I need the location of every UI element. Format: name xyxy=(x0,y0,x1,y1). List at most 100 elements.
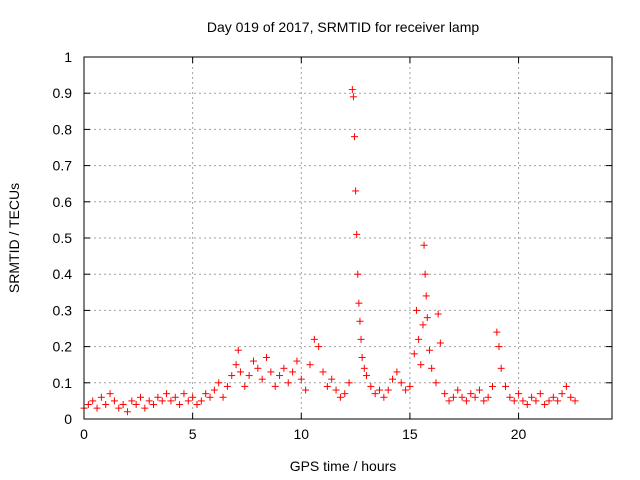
data-point xyxy=(432,379,440,387)
data-point xyxy=(357,335,365,343)
data-point xyxy=(210,386,218,394)
data-point xyxy=(315,343,323,351)
data-point xyxy=(141,404,149,412)
data-point xyxy=(110,397,118,405)
data-point xyxy=(132,401,140,409)
y-tick-label: 0.5 xyxy=(53,230,73,246)
data-point xyxy=(267,368,275,376)
x-tick-label: 15 xyxy=(402,426,418,442)
x-tick-label: 0 xyxy=(80,426,88,442)
data-point xyxy=(323,382,331,390)
data-point xyxy=(425,346,433,354)
data-point xyxy=(449,393,457,401)
data-point xyxy=(106,390,114,398)
x-tick-label: 10 xyxy=(293,426,309,442)
data-point xyxy=(89,397,97,405)
x-tick-label: 20 xyxy=(511,426,527,442)
data-point xyxy=(567,393,575,401)
data-point xyxy=(197,397,205,405)
data-point xyxy=(176,401,184,409)
data-point xyxy=(352,187,360,195)
data-point xyxy=(163,390,171,398)
data-point xyxy=(354,270,362,278)
x-axis-label: GPS time / hours xyxy=(290,458,397,474)
data-point xyxy=(193,401,201,409)
data-point xyxy=(123,408,131,416)
y-tick-label: 0.3 xyxy=(53,302,73,318)
data-point xyxy=(353,230,361,238)
chart-title: Day 019 of 2017, SRMTID for receiver lam… xyxy=(207,19,480,35)
data-point xyxy=(348,86,356,94)
data-point xyxy=(519,397,527,405)
data-point xyxy=(421,270,429,278)
data-point xyxy=(536,390,544,398)
data-point xyxy=(471,393,479,401)
data-point xyxy=(355,299,363,307)
data-point xyxy=(297,375,305,383)
data-point xyxy=(249,357,257,365)
data-point xyxy=(423,314,431,322)
data-point xyxy=(541,401,549,409)
y-tick-label: 0.4 xyxy=(53,266,73,282)
data-point xyxy=(180,390,188,398)
data-point xyxy=(328,375,336,383)
data-point xyxy=(510,397,518,405)
data-point xyxy=(497,364,505,372)
data-point xyxy=(232,361,240,369)
data-point xyxy=(271,382,279,390)
y-tick-label: 0.9 xyxy=(53,85,73,101)
data-point xyxy=(202,390,210,398)
data-point xyxy=(458,393,466,401)
data-point xyxy=(310,335,318,343)
data-point xyxy=(171,393,179,401)
data-point xyxy=(454,386,462,394)
data-point xyxy=(115,404,123,412)
data-point xyxy=(571,397,579,405)
data-point xyxy=(189,393,197,401)
data-point xyxy=(215,379,223,387)
data-point xyxy=(412,306,420,314)
data-point xyxy=(445,397,453,405)
data-point xyxy=(360,364,368,372)
data-point xyxy=(417,361,425,369)
data-point xyxy=(419,321,427,329)
y-tick-label: 0.2 xyxy=(53,339,73,355)
x-tick-label: 5 xyxy=(189,426,197,442)
data-point xyxy=(562,382,570,390)
data-point xyxy=(319,368,327,376)
y-tick-label: 1 xyxy=(64,49,72,65)
data-point xyxy=(345,379,353,387)
data-point xyxy=(206,393,214,401)
data-point xyxy=(276,372,284,380)
data-point xyxy=(397,379,405,387)
data-point xyxy=(167,397,175,405)
data-point xyxy=(380,393,388,401)
data-point xyxy=(336,393,344,401)
data-point xyxy=(293,357,301,365)
data-point xyxy=(184,397,192,405)
data-point xyxy=(384,386,392,394)
data-point xyxy=(545,397,553,405)
data-point xyxy=(480,397,488,405)
data-point xyxy=(558,390,566,398)
data-point xyxy=(356,317,364,325)
data-point xyxy=(289,368,297,376)
data-point xyxy=(254,364,262,372)
data-point xyxy=(236,368,244,376)
data-points xyxy=(80,86,579,416)
data-point xyxy=(410,350,418,358)
axis-ticks: 0 5 10 15 20 0 0.1 0.2 0.3 0.4 0.5 0.6 0.7 0.8 0.9 1 xyxy=(53,49,612,442)
data-point xyxy=(84,401,92,409)
data-point xyxy=(284,379,292,387)
data-point xyxy=(402,386,410,394)
data-point xyxy=(376,386,384,394)
data-point xyxy=(488,382,496,390)
data-point xyxy=(223,382,231,390)
data-point xyxy=(302,386,310,394)
data-point xyxy=(351,133,359,141)
data-point xyxy=(263,353,271,361)
data-point xyxy=(434,310,442,318)
data-point xyxy=(228,372,236,380)
data-point xyxy=(506,393,514,401)
data-point xyxy=(349,93,357,101)
